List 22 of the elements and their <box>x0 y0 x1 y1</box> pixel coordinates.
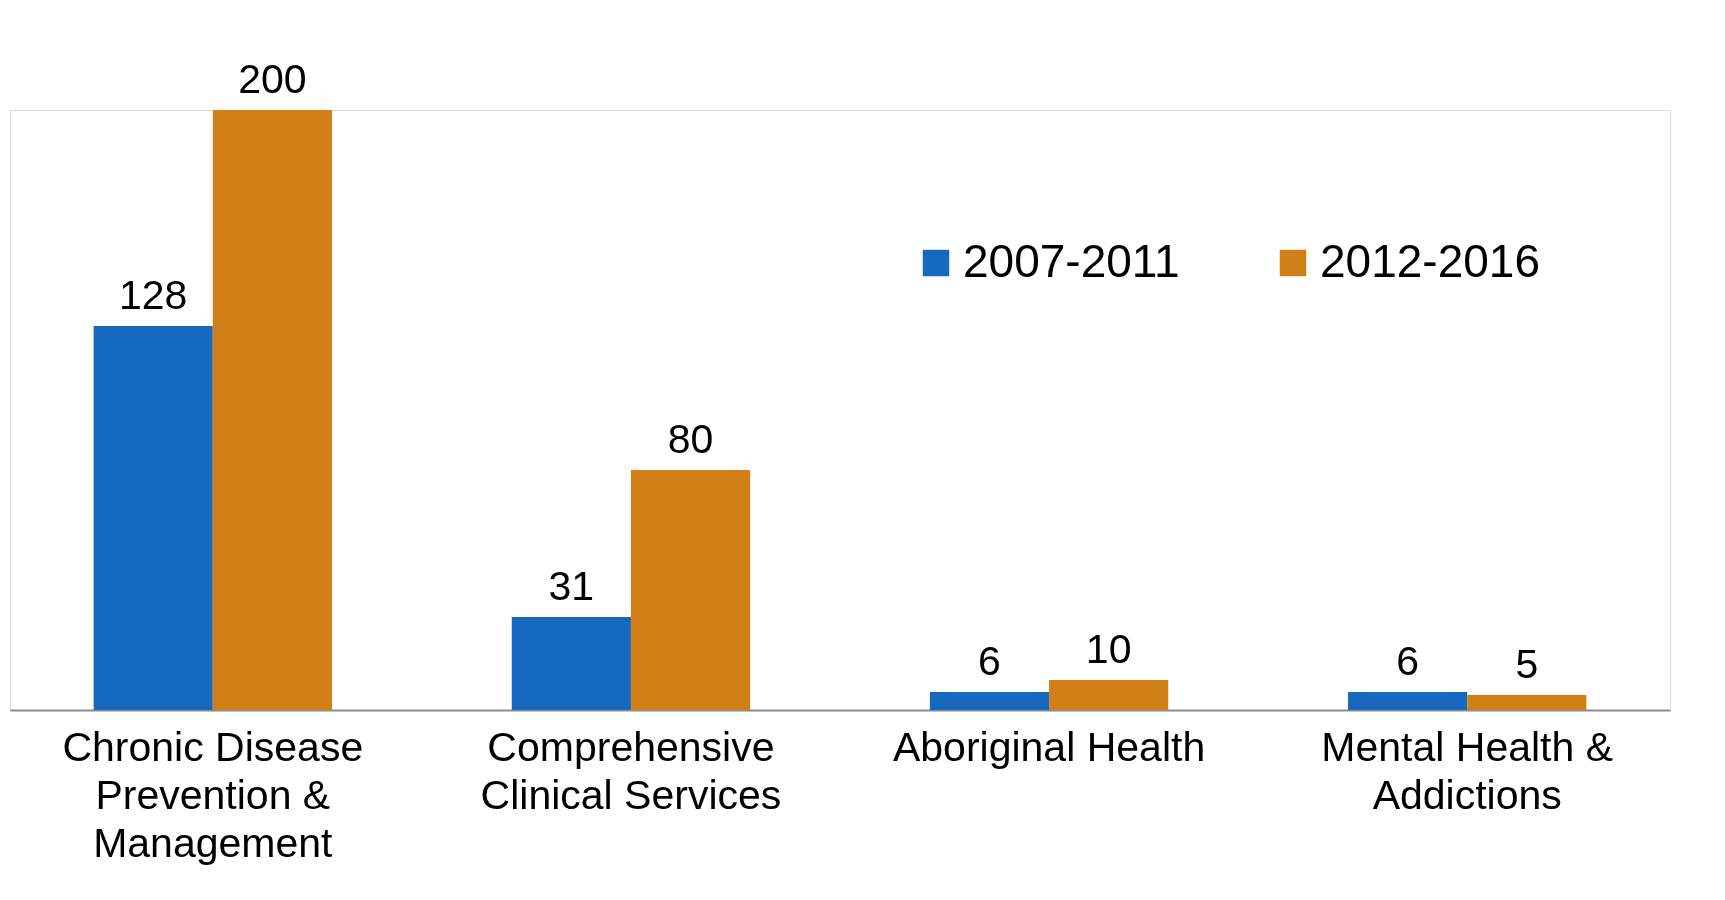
data-label: 5 <box>1515 641 1539 687</box>
legend-label: 2012-2016 <box>1320 235 1540 287</box>
x-tick-label: Aboriginal Health <box>892 723 1206 770</box>
data-label: 200 <box>238 56 307 102</box>
x-tick-label: Chronic Disease Prevention & Management <box>62 723 364 866</box>
data-label: 80 <box>667 416 714 462</box>
data-label: 31 <box>548 563 595 609</box>
bar <box>929 692 1050 710</box>
bar <box>1348 692 1468 710</box>
x-tick-label: Comprehensive Clinical Services <box>480 723 782 818</box>
x-tick-label: Mental Health & Addictions <box>1321 723 1614 818</box>
data-label: 6 <box>1396 638 1420 684</box>
bar <box>511 617 631 710</box>
bar <box>630 470 751 710</box>
bar <box>212 110 332 710</box>
data-label: 10 <box>1085 626 1132 672</box>
data-label: 6 <box>978 638 1001 684</box>
bar <box>1467 695 1587 710</box>
bar <box>93 326 213 710</box>
bar <box>1049 680 1169 710</box>
data-label: 128 <box>119 272 188 318</box>
legend-label: 2007-2011 <box>963 235 1180 287</box>
